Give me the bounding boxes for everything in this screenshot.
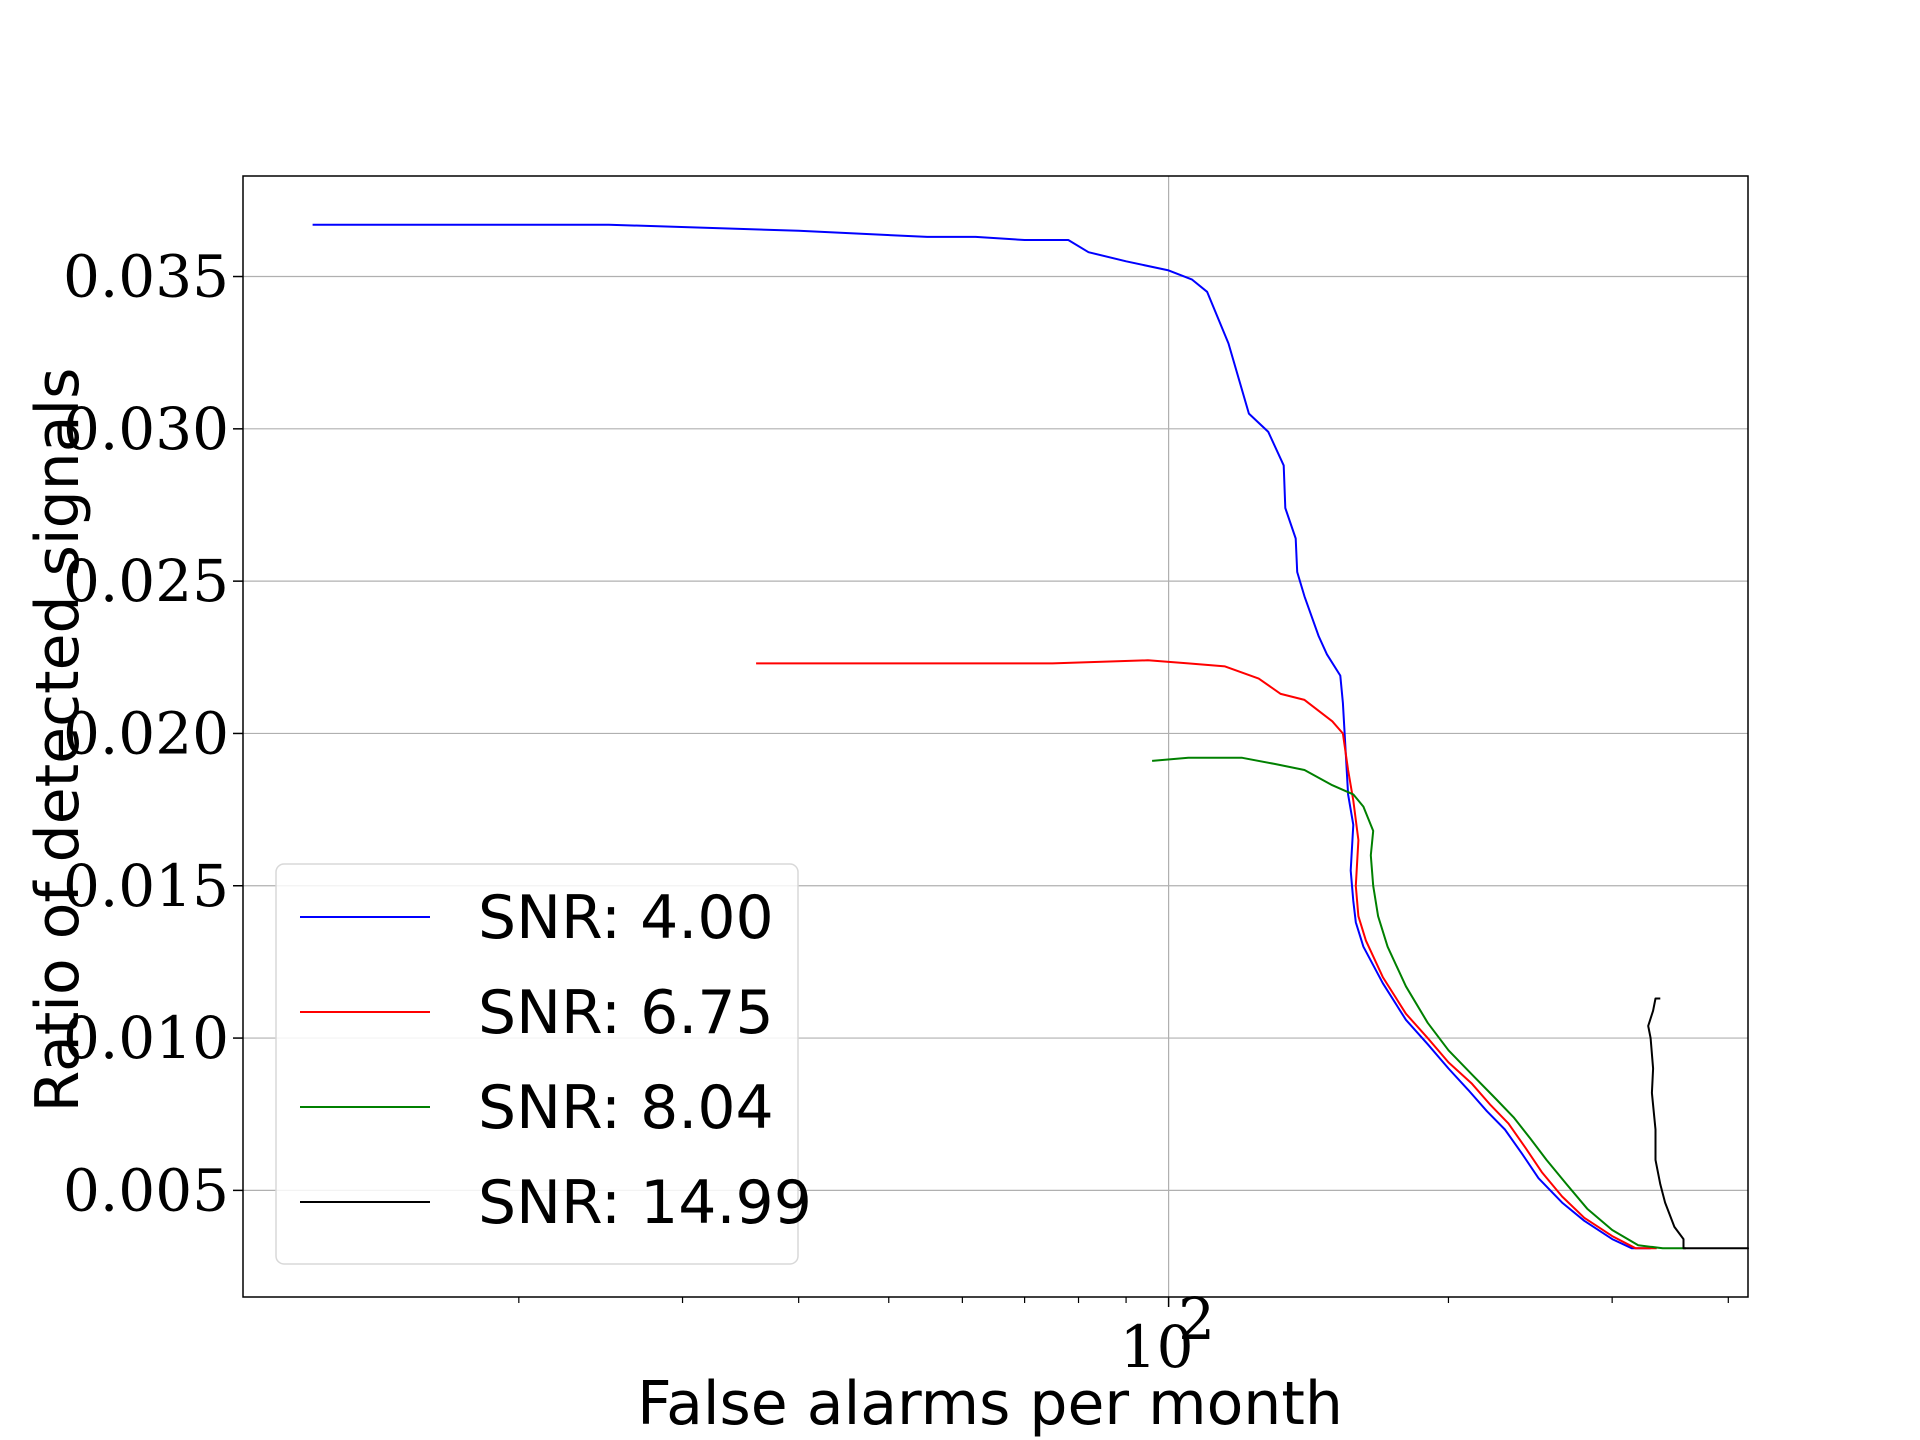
legend-label-1: SNR: 4.00	[478, 883, 774, 953]
legend: SNR: 4.00 SNR: 6.75 SNR: 8.04 SNR: 14.99	[275, 863, 812, 1265]
legend-label-4: SNR: 14.99	[478, 1168, 812, 1238]
x-axis-label: False alarms per month	[637, 1369, 1343, 1439]
series-line-3	[1152, 756, 1686, 1250]
x-tick-exponent: 2	[1178, 1285, 1215, 1353]
legend-label-2: SNR: 6.75	[478, 978, 774, 1048]
series-line-1	[312, 223, 1651, 1250]
ticks: 0.005 0.010 0.015 0.020 0.025 0.030 0.035 102	[63, 243, 1729, 1381]
y-tick-label: 0.035	[63, 243, 229, 311]
y-tick-label: 0.020	[63, 699, 229, 767]
y-tick-label: 0.025	[63, 547, 229, 615]
series-line-4	[1647, 997, 1749, 1250]
y-tick-label: 0.015	[63, 852, 229, 920]
legend-box	[275, 863, 799, 1265]
y-tick-label: 0.005	[63, 1156, 229, 1224]
x-tick-label: 10	[1120, 1313, 1194, 1381]
y-axis-label: Ratio of detected signals	[23, 368, 93, 1113]
plot-frame	[242, 175, 1749, 1298]
legend-label-3: SNR: 8.04	[478, 1073, 774, 1143]
series-line-2	[756, 659, 1657, 1250]
y-tick-label: 0.010	[63, 1004, 229, 1072]
y-tick-label: 0.030	[63, 395, 229, 463]
series-group	[312, 223, 1749, 1250]
